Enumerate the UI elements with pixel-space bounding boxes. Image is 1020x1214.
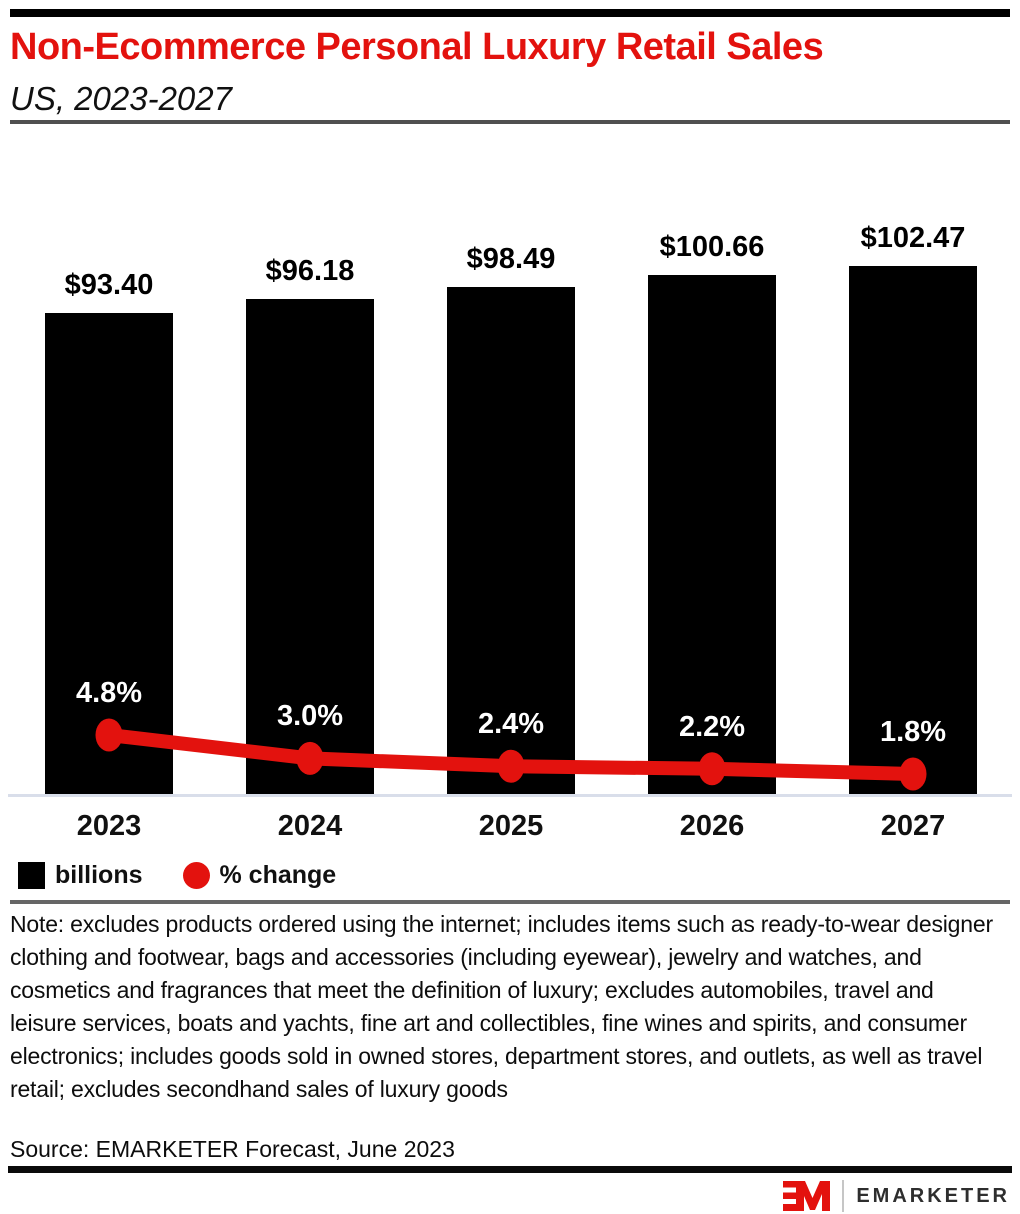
bar-2027 [849,266,977,796]
x-tick-label: 2024 [277,810,343,842]
pct-change-label: 2.2% [678,710,746,743]
legend-label-billions: billions [55,860,143,889]
pct-change-label: 3.0% [276,700,344,733]
x-tick-label: 2027 [880,810,946,842]
legend-swatch-billions [18,861,45,889]
chart-title: Non-Ecommerce Personal Luxury Retail Sal… [10,26,824,68]
logo-divider [842,1180,845,1212]
x-tick-label: 2025 [478,810,544,842]
footer-divider [8,1166,1012,1173]
pct-change-label: 1.8% [879,716,947,748]
chart-legend: billions % change [18,858,336,892]
bar-value-label: $100.66 [659,231,765,264]
bar-2025 [447,286,575,796]
bar-value-label: $102.47 [860,222,966,254]
emarketer-logo-icon [783,1181,831,1211]
pct-change-label: 2.4% [477,708,545,741]
x-tick-label: 2026 [679,810,745,842]
bar-2023 [45,312,173,796]
top-accent-bar [10,9,1010,17]
x-tick-label: 2023 [76,810,142,842]
bar-value-label: $93.40 [64,268,154,301]
legend-label-pct-change: % change [219,860,337,889]
chart-subtitle: US, 2023-2027 [10,80,232,117]
bar-2026 [648,275,776,796]
legend-divider [10,900,1010,904]
bar-2024 [246,298,374,796]
header-divider [10,120,1010,124]
footnote: Note: excludes products ordered using th… [10,911,993,1102]
brand-lockup: EMARKETER [783,1180,1010,1212]
bar-value-label: $96.18 [265,254,355,287]
brand-wordmark: EMARKETER [856,1184,1010,1207]
source-line: Source: EMARKETER Forecast, June 2023 [10,1136,455,1162]
pct-change-label: 4.8% [75,677,143,709]
bar-value-label: $98.49 [466,242,556,275]
x-axis-line [8,794,1012,797]
legend-swatch-pct-change [182,861,210,889]
